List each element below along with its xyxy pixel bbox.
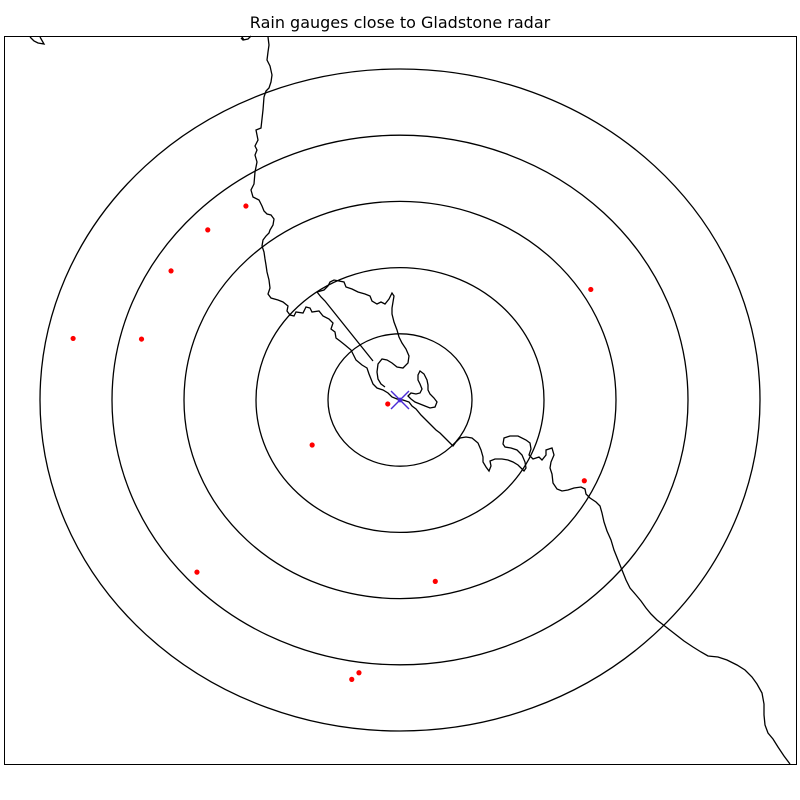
rain-gauge-3 xyxy=(168,268,174,274)
curtis-island-shore xyxy=(407,370,438,409)
range-ring-1 xyxy=(327,333,473,467)
rain-gauge-6 xyxy=(588,286,594,293)
rain-gauge-8 xyxy=(309,442,315,448)
rain-gauge-9 xyxy=(581,478,587,484)
rain-gauge-2 xyxy=(205,227,211,233)
map-frame xyxy=(4,36,797,765)
rain-gauge-13 xyxy=(349,676,355,682)
coastline-inlet xyxy=(316,291,374,362)
coastline xyxy=(29,35,791,765)
coastline-peninsula xyxy=(316,279,410,388)
rain-gauge-7 xyxy=(385,401,391,407)
range-ring-4 xyxy=(111,134,689,666)
rain-gauge-5 xyxy=(138,336,145,342)
range-rings xyxy=(39,68,761,732)
rain-gauge-10 xyxy=(194,569,200,575)
radar-site xyxy=(390,390,410,410)
coastline-northwest-fragment xyxy=(29,36,46,45)
range-ring-3 xyxy=(183,200,617,600)
range-ring-5 xyxy=(39,68,761,732)
map-title: Rain gauges close to Gladstone radar xyxy=(250,13,551,32)
rain-gauge-11 xyxy=(432,578,438,584)
rain-gauge-1 xyxy=(243,203,249,209)
range-ring-2 xyxy=(255,266,545,534)
radar-center-dot xyxy=(397,397,403,403)
rain-gauge-4 xyxy=(70,335,76,342)
rain-gauge-12 xyxy=(356,670,362,676)
rain-gauges xyxy=(70,203,594,682)
